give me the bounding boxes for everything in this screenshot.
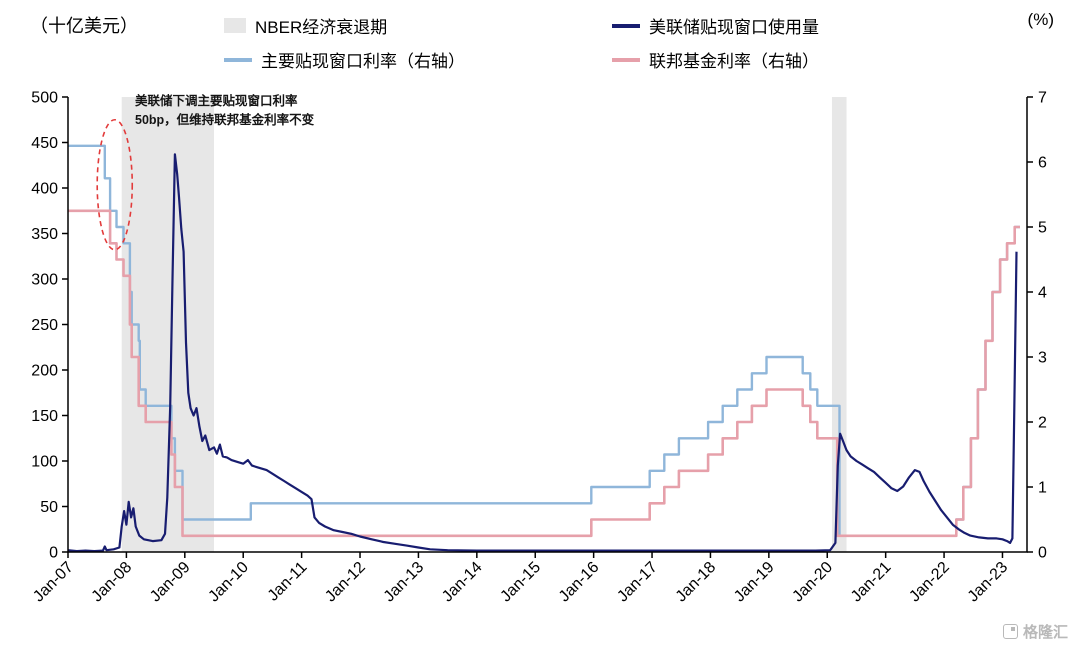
annotation-ellipse — [96, 118, 134, 251]
x-tick-label: Jan-09 — [147, 559, 194, 606]
right-tick-label: 3 — [1038, 350, 1047, 367]
legend-item-primary-discount-rate: 主要贴现窗口利率（右轴） — [224, 47, 465, 72]
right-axis: 0 1 2 3 4 5 6 7 — [1027, 90, 1047, 562]
annotation-line-2: 50bp，但维持联邦基金利率不变 — [135, 113, 315, 128]
fed-funds-line-swatch — [612, 57, 640, 62]
left-tick-label: 0 — [49, 545, 58, 562]
recession-band-swatch — [224, 18, 246, 33]
x-tick-label: Jan-22 — [906, 559, 953, 606]
x-tick-label: Jan-21 — [848, 559, 895, 606]
x-tick-label: Jan-23 — [965, 559, 1012, 606]
left-axis: 0 50 100 150 200 250 300 350 400 450 500 — [31, 90, 68, 562]
legend-label: 联邦基金利率（右轴） — [649, 52, 819, 71]
left-axis-title: （十亿美元） — [30, 16, 138, 36]
x-tick-label: Jan-11 — [265, 559, 311, 605]
left-tick-label: 300 — [31, 272, 58, 289]
x-tick-label: Jan-14 — [439, 559, 486, 606]
usage-line-swatch — [612, 23, 640, 28]
x-tick-label: Jan-13 — [381, 559, 428, 606]
annotation-line-1: 美联储下调主要贴现窗口利率 — [135, 94, 298, 108]
annotation-text: 美联储下调主要贴现窗口利率 50bp，但维持联邦基金利率不变 — [135, 92, 314, 131]
right-axis-title: (%) — [1027, 10, 1054, 29]
gelonghui-logo-icon — [1002, 624, 1018, 639]
right-tick-label: 1 — [1038, 480, 1047, 497]
left-tick-label: 100 — [31, 454, 58, 471]
x-tick-label: Jan-18 — [673, 559, 720, 606]
x-tick-label: Jan-07 — [30, 559, 77, 606]
left-tick-label: 250 — [31, 317, 58, 334]
watermark: 格隆汇 — [1002, 621, 1068, 642]
x-tick-label: Jan-15 — [497, 559, 544, 606]
right-tick-label: 6 — [1038, 155, 1047, 172]
right-tick-label: 4 — [1038, 285, 1047, 302]
right-tick-label: 0 — [1038, 545, 1047, 562]
x-tick-label: Jan-16 — [556, 559, 603, 606]
left-tick-label: 200 — [31, 363, 58, 380]
legend-item-nber-recession: NBER经济衰退期 — [224, 13, 387, 38]
left-tick-label: 400 — [31, 181, 58, 198]
discount-rate-line-swatch — [224, 57, 252, 62]
series-discount-window-usage — [67, 153, 1018, 553]
left-tick-label: 150 — [31, 408, 58, 425]
x-tick-label: Jan-12 — [322, 559, 369, 606]
legend-label: NBER经济衰退期 — [255, 18, 388, 37]
left-tick-label: 450 — [31, 135, 58, 152]
legend-label: 美联储贴现窗口使用量 — [649, 18, 819, 37]
right-tick-label: 5 — [1038, 220, 1047, 237]
right-tick-label: 7 — [1038, 90, 1047, 107]
series-fed-funds-rate — [68, 209, 1020, 538]
legend-item-discount-window-usage: 美联储贴现窗口使用量 — [612, 13, 819, 38]
x-axis: Jan-07 Jan-08 Jan-09 Jan-10 Jan-11 Jan-12 Jan-… — [30, 552, 1011, 605]
x-tick-label: Jan-20 — [789, 559, 836, 606]
left-tick-label: 50 — [40, 499, 58, 516]
left-tick-label: 350 — [31, 226, 58, 243]
x-tick-label: Jan-19 — [731, 559, 778, 606]
legend-label: 主要贴现窗口利率（右轴） — [261, 52, 465, 71]
legend-item-fed-funds-rate: 联邦基金利率（右轴） — [612, 47, 819, 72]
watermark-text: 格隆汇 — [1022, 624, 1068, 641]
x-tick-label: Jan-17 — [614, 559, 661, 606]
x-tick-label: Jan-08 — [89, 559, 136, 606]
x-tick-label: Jan-10 — [205, 559, 252, 606]
left-tick-label: 500 — [31, 90, 58, 107]
right-tick-label: 2 — [1038, 415, 1047, 432]
